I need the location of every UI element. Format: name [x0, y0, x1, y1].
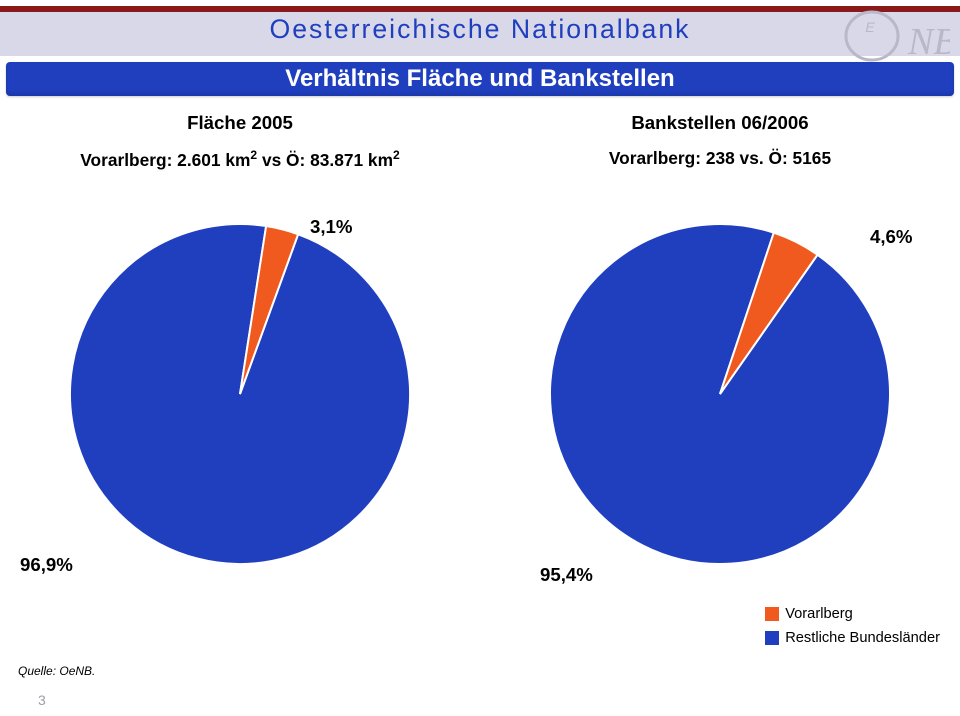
slide-title-bar: Verhältnis Fläche und Bankstellen	[6, 62, 954, 96]
legend-swatch	[765, 631, 779, 645]
pie-label-restliche-bundeslaender: 96,9%	[20, 554, 73, 576]
right-subtitle: Bankstellen 06/2006	[480, 112, 960, 138]
right-caption: Vorarlberg: 238 vs. Ö: 5165	[480, 148, 960, 172]
right-chart-area: 95,4% 4,6%	[480, 180, 960, 636]
legend-item: Restliche Bundesländer	[765, 630, 940, 646]
legend: Vorarlberg Restliche Bundesländer	[765, 598, 940, 646]
pie-chart	[70, 224, 410, 564]
slide-title-text: Verhältnis Fläche und Bankstellen	[285, 65, 674, 93]
onb-logo: E NB	[830, 8, 950, 64]
header-band: Oesterreichische Nationalbank E NB	[0, 0, 960, 56]
left-subtitle: Fläche 2005	[0, 112, 480, 138]
pie-label-restliche-bundeslaender: 95,4%	[540, 564, 593, 586]
left-chart-area: 96,9% 3,1%	[0, 180, 480, 636]
pie-label-vorarlberg: 4,6%	[870, 226, 913, 248]
charts-area: 96,9% 3,1% 95,4% 4,6%	[0, 180, 960, 636]
logo-nb-glyph: NB	[907, 21, 950, 63]
pie-label-vorarlberg: 3,1%	[310, 216, 353, 238]
page-number: 3	[38, 692, 46, 708]
legend-label: Vorarlberg	[785, 606, 853, 622]
logo-e-glyph: E	[865, 19, 875, 35]
left-caption: Vorarlberg: 2.601 km2 vs Ö: 83.871 km2	[0, 148, 480, 172]
source-line: Quelle: OeNB.	[18, 664, 95, 678]
caption-row: Vorarlberg: 2.601 km2 vs Ö: 83.871 km2 V…	[0, 148, 960, 172]
legend-item: Vorarlberg	[765, 606, 940, 622]
subtitle-row: Fläche 2005 Bankstellen 06/2006	[0, 112, 960, 138]
legend-label: Restliche Bundesländer	[785, 630, 940, 646]
legend-swatch	[765, 607, 779, 621]
bank-title: Oesterreichische Nationalbank	[0, 14, 960, 45]
pie-chart	[550, 224, 890, 564]
